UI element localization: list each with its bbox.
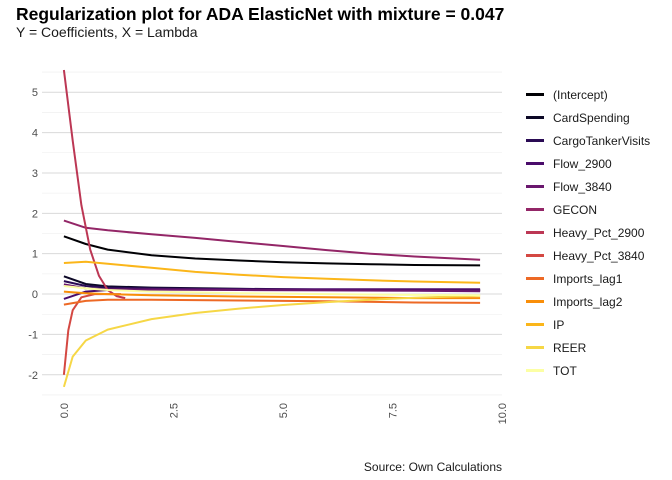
- chart-legend: (Intercept) CardSpending CargoTankerVisits…: [526, 83, 650, 382]
- legend-item: GECON: [526, 198, 650, 221]
- legend-key: [526, 277, 544, 280]
- x-tick-label: 2.5: [168, 403, 180, 418]
- series-line: [63, 260, 481, 284]
- legend-key: [526, 162, 544, 165]
- legend-key: [526, 323, 544, 326]
- series-line: [63, 235, 481, 267]
- legend-label: Imports_lag1: [553, 271, 623, 286]
- y-tick-label: 4: [32, 128, 38, 140]
- legend-key: [526, 254, 544, 257]
- legend-key: [526, 300, 544, 303]
- legend-key: [526, 93, 544, 96]
- legend-item: CargoTankerVisits: [526, 129, 650, 152]
- legend-label: Heavy_Pct_3840: [553, 248, 645, 263]
- legend-item: Flow_2900: [526, 152, 650, 175]
- series-line: [63, 219, 481, 261]
- x-axis-ticks: 0.0 2.5 5.0 7.5 10.0: [59, 403, 509, 424]
- legend-label: CardSpending: [553, 110, 630, 125]
- legend-label: CargoTankerVisits: [553, 133, 651, 148]
- legend-item: Flow_3840: [526, 175, 650, 198]
- legend-key: [526, 208, 544, 211]
- series-line: [62, 294, 481, 388]
- legend-item: Imports_lag1: [526, 267, 650, 290]
- x-tick-label: 0.0: [59, 403, 71, 418]
- series-lines: [62, 69, 481, 388]
- legend-label: GECON: [553, 202, 598, 217]
- legend-item: TOT: [526, 359, 650, 382]
- legend-key: [526, 139, 544, 142]
- legend-key: [526, 369, 544, 372]
- legend-item: (Intercept): [526, 83, 650, 106]
- series-line: [63, 298, 481, 306]
- y-tick-label: -1: [28, 329, 38, 341]
- legend-item: Heavy_Pct_3840: [526, 244, 650, 267]
- legend-label: IP: [553, 317, 565, 332]
- series-line: [63, 285, 481, 297]
- x-tick-label: 7.5: [387, 403, 399, 418]
- legend-key: [526, 185, 544, 188]
- legend-item: Heavy_Pct_2900: [526, 221, 650, 244]
- legend-label: REER: [553, 340, 587, 355]
- x-tick-label: 10.0: [497, 403, 509, 424]
- chart-title: Regularization plot for ADA ElasticNet w…: [16, 4, 505, 24]
- y-tick-label: 5: [32, 87, 38, 99]
- legend-label: Flow_2900: [553, 156, 612, 171]
- x-tick-label: 5.0: [278, 403, 290, 418]
- grid: [42, 71, 502, 396]
- y-tick-label: -2: [28, 370, 38, 382]
- legend-key: [526, 346, 544, 349]
- y-tick-label: 0: [32, 289, 38, 301]
- y-axis-ticks: -2 -1 0 1 2 3 4 5: [28, 87, 38, 382]
- legend-item: IP: [526, 313, 650, 336]
- y-tick-label: 2: [32, 208, 38, 220]
- legend-label: Flow_3840: [553, 179, 612, 194]
- legend-label: Imports_lag2: [553, 294, 623, 309]
- legend-key: [526, 116, 544, 119]
- y-tick-label: 1: [32, 249, 38, 261]
- legend-key: [526, 231, 544, 234]
- legend-label: TOT: [553, 363, 577, 378]
- chart-subtitle: Y = Coefficients, X = Lambda: [16, 24, 198, 40]
- y-tick-label: 3: [32, 168, 38, 180]
- legend-item: CardSpending: [526, 106, 650, 129]
- legend-label: Heavy_Pct_2900: [553, 225, 645, 240]
- chart-caption: Source: Own Calculations: [363, 460, 502, 474]
- legend-label: (Intercept): [553, 87, 608, 102]
- legend-item: Imports_lag2: [526, 290, 650, 313]
- legend-item: REER: [526, 336, 650, 359]
